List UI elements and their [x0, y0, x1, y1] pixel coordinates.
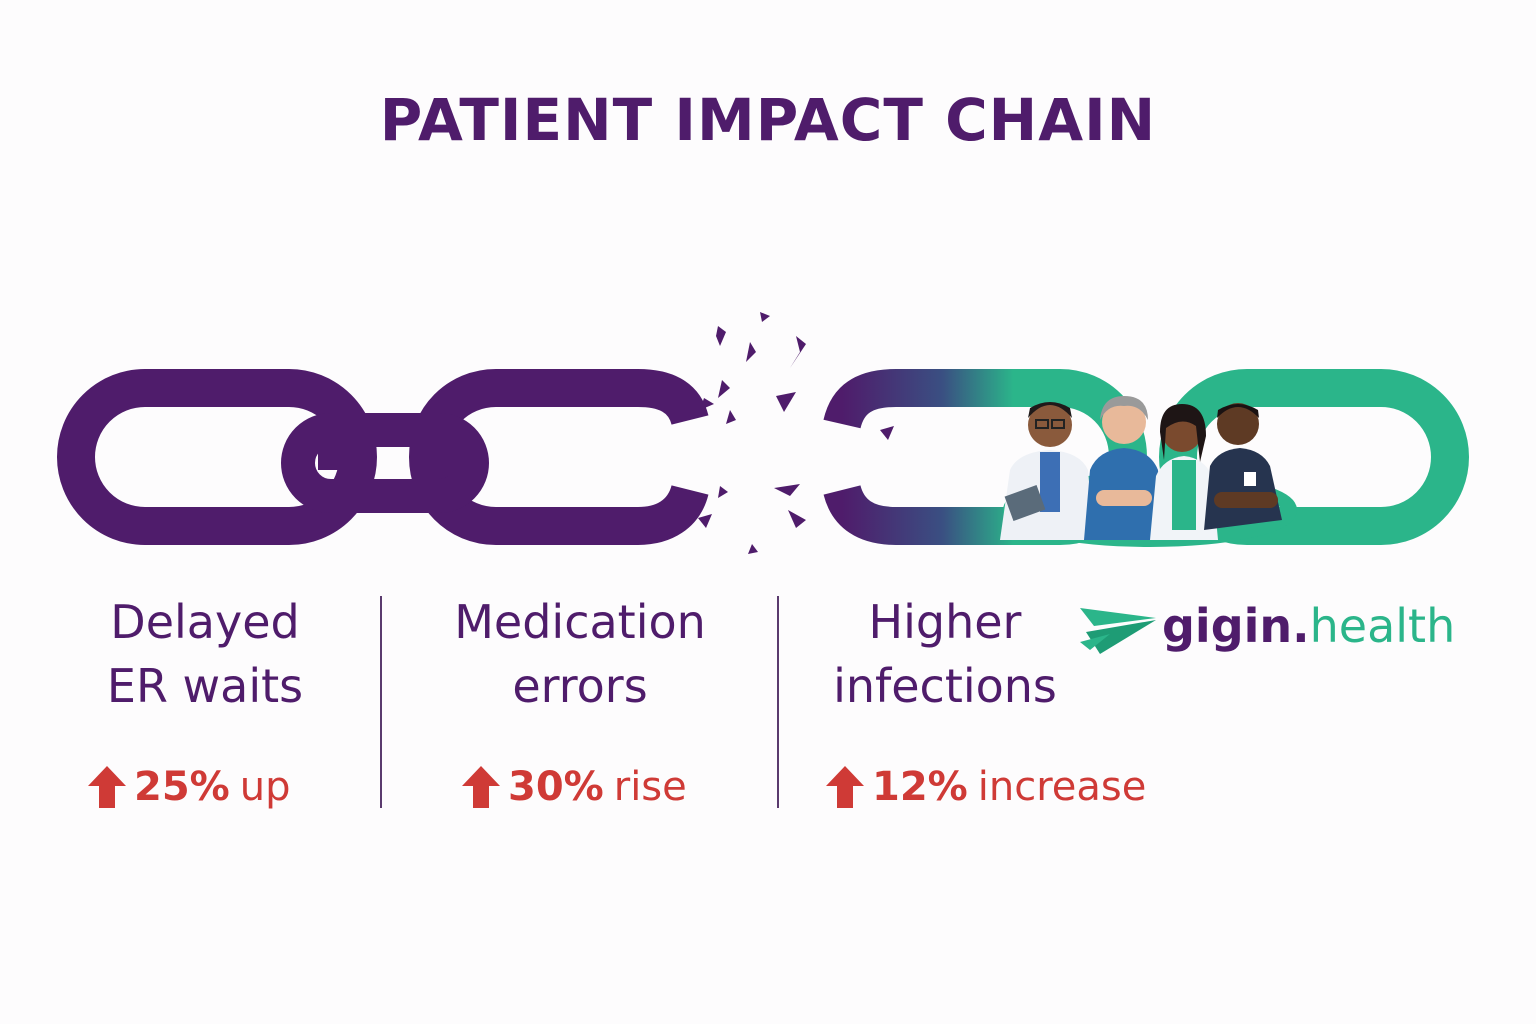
label-line2: infections — [833, 659, 1057, 713]
stat-value: 25% — [134, 764, 230, 810]
label-line1: Medication — [454, 595, 706, 649]
label-line1: Higher — [868, 595, 1022, 649]
chain-link-5 — [1159, 369, 1469, 545]
stat-word: increase — [977, 764, 1147, 810]
doctor-1 — [1000, 402, 1094, 540]
stat-er-waits: 25% up — [88, 764, 291, 810]
arrow-up-icon — [826, 766, 864, 808]
stat-medication-errors: 30% rise — [462, 764, 687, 810]
arrow-up-icon — [462, 766, 500, 808]
column-divider — [777, 596, 779, 808]
healthcare-team-illustration — [1000, 396, 1282, 540]
doctor-3 — [1150, 404, 1218, 540]
logo-wordmark-part1: gigin. — [1162, 599, 1310, 653]
stat-value: 12% — [872, 764, 968, 810]
nurse-2 — [1084, 396, 1164, 540]
label-line1: Delayed — [110, 595, 300, 649]
stat-word: rise — [613, 764, 687, 810]
stat-word: up — [239, 764, 291, 810]
label-line2: ER waits — [106, 659, 304, 713]
column-divider — [380, 596, 382, 808]
chain-link-2 — [281, 413, 489, 513]
column-label-infections: Higher infections — [800, 590, 1090, 718]
gigin-health-logo: gigin.health — [1080, 598, 1455, 654]
label-line2: errors — [512, 659, 648, 713]
nurse-4 — [1204, 403, 1282, 530]
column-label-er-waits: Delayed ER waits — [60, 590, 350, 718]
arrow-up-icon — [88, 766, 126, 808]
paper-plane-icon — [1080, 608, 1156, 654]
logo-wordmark-part2: health — [1309, 599, 1456, 653]
stat-infections: 12% increase — [826, 764, 1146, 810]
stat-value: 30% — [508, 764, 604, 810]
chain-link-3 — [408, 369, 709, 545]
page-title: PATIENT IMPACT CHAIN — [379, 86, 1157, 154]
chain-link-1 — [57, 369, 377, 545]
column-label-medication-errors: Medication errors — [420, 590, 740, 718]
shard-fragments — [698, 312, 806, 554]
